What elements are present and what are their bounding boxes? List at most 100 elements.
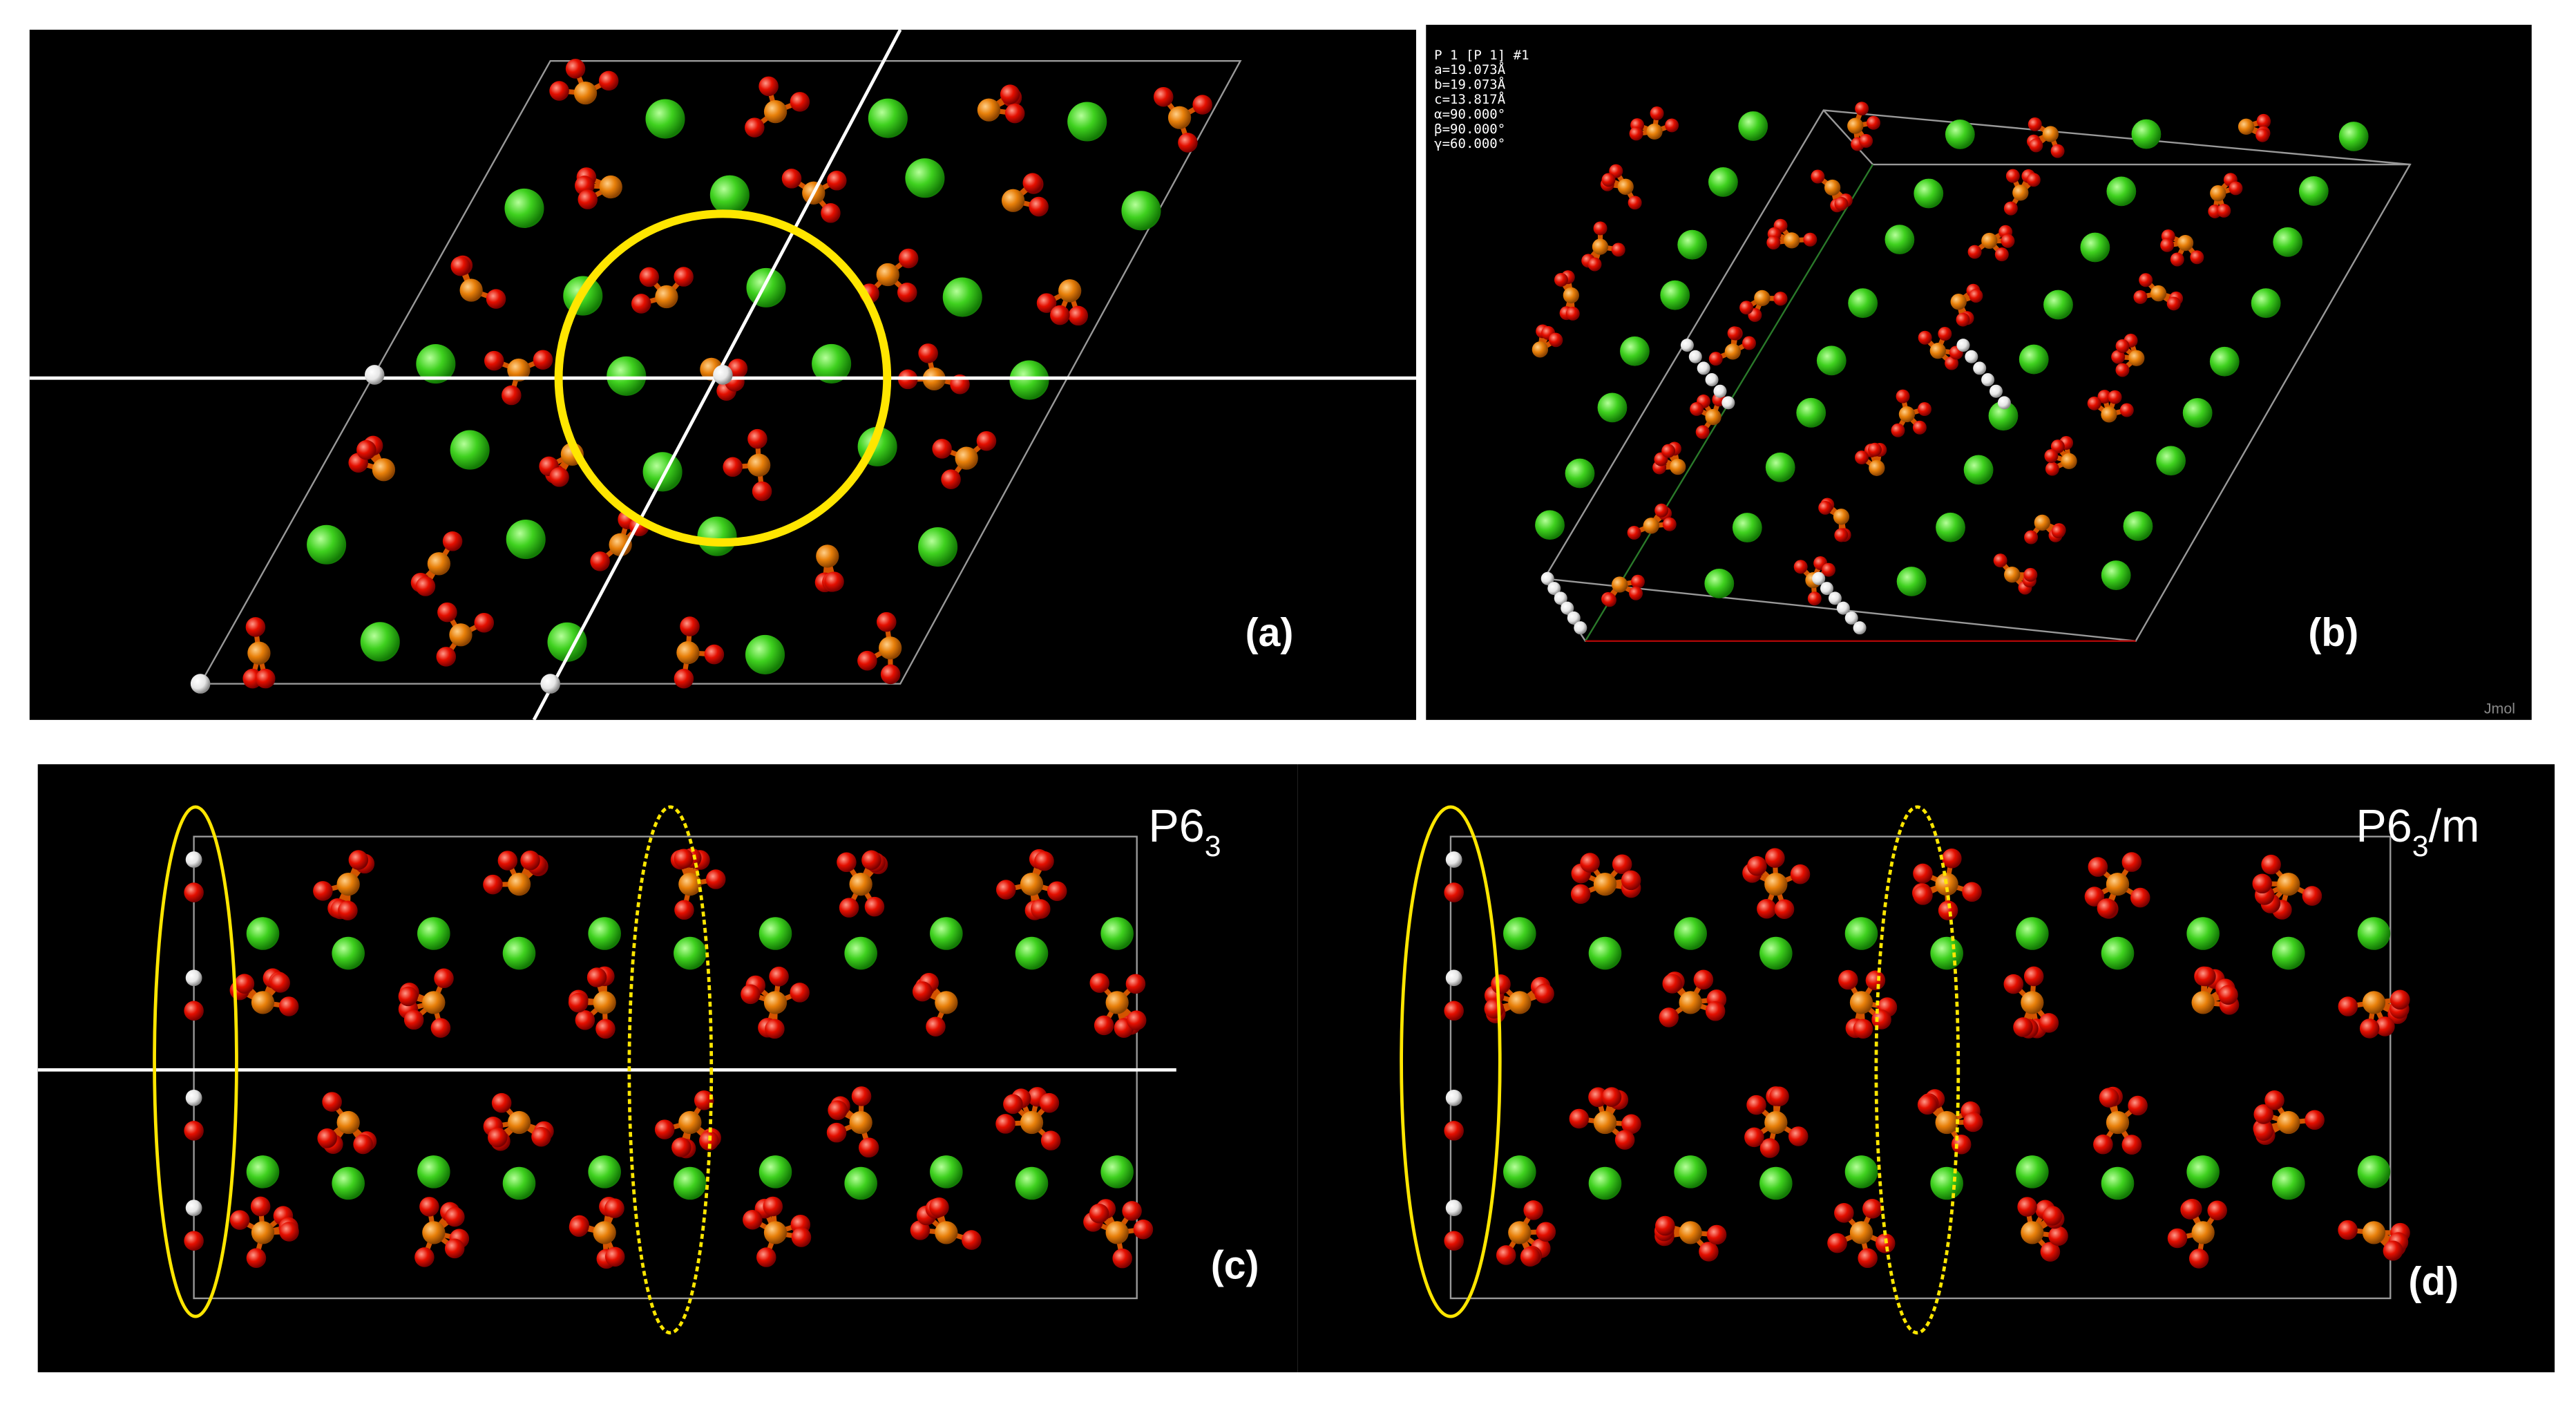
- atom: [1744, 1127, 1764, 1148]
- atom: [1918, 330, 1932, 345]
- atom: [184, 882, 204, 902]
- atom: [2005, 169, 2020, 183]
- atom: [1699, 1242, 1719, 1262]
- atom: [604, 1247, 625, 1267]
- atom: [876, 612, 897, 632]
- atom: [1029, 196, 1049, 217]
- atom: [507, 1110, 531, 1135]
- atom: [313, 881, 333, 901]
- atom: [1153, 86, 1174, 107]
- atom: [1496, 1245, 1516, 1265]
- atom: [1754, 290, 1771, 307]
- atom: [680, 616, 700, 636]
- atom: [2101, 1166, 2135, 1200]
- atom: [1444, 1001, 1464, 1021]
- atom: [864, 896, 885, 917]
- atom: [816, 544, 839, 568]
- cell-info-line: β=90.000°: [1434, 122, 1505, 137]
- atom: [1766, 236, 1781, 250]
- atom: [356, 439, 376, 460]
- atom: [2106, 1110, 2130, 1135]
- atom: [2261, 854, 2281, 875]
- atom: [2106, 176, 2137, 207]
- atom: [1650, 106, 1664, 120]
- atom: [996, 880, 1016, 900]
- atom: [697, 516, 737, 556]
- atom: [1015, 1166, 1049, 1200]
- atom: [599, 175, 622, 199]
- atom: [1630, 574, 1645, 589]
- atom: [1100, 917, 1134, 950]
- atom: [1540, 571, 1554, 585]
- atom: [593, 1221, 616, 1244]
- atom: [781, 169, 802, 189]
- atom: [1759, 1166, 1793, 1200]
- atom: [1192, 95, 1212, 115]
- atom: [1871, 1010, 1891, 1030]
- atom: [2383, 1240, 2403, 1261]
- atom: [1523, 1200, 1543, 1220]
- atom: [2042, 1206, 2063, 1226]
- atom: [1793, 560, 1808, 574]
- atom: [1068, 305, 1089, 326]
- atom: [1603, 593, 1616, 607]
- atom: [759, 76, 779, 97]
- atom: [1930, 936, 1963, 970]
- atom: [1617, 178, 1634, 195]
- atom: [995, 1114, 1015, 1134]
- atom: [1133, 1219, 1154, 1240]
- atom: [1536, 1222, 1556, 1242]
- atom: [1929, 343, 1946, 359]
- atom: [1738, 111, 1768, 141]
- atom: [279, 1222, 299, 1242]
- atom: [1844, 917, 1878, 950]
- atom: [185, 969, 202, 987]
- atom: [1621, 1114, 1641, 1135]
- atom: [1121, 191, 1161, 231]
- panel-label: (c): [1211, 1243, 1259, 1287]
- atom: [849, 1110, 872, 1135]
- atom: [2139, 273, 2153, 287]
- atom: [929, 1197, 949, 1218]
- atom: [727, 359, 748, 379]
- atom: [2209, 346, 2240, 377]
- atom: [353, 1134, 373, 1155]
- atom: [502, 936, 536, 970]
- atom: [2087, 396, 2101, 410]
- atom: [270, 973, 290, 993]
- atom: [1942, 849, 1962, 869]
- atom: [705, 869, 726, 889]
- atom: [1963, 1112, 1983, 1133]
- atom: [2338, 996, 2358, 1016]
- atom: [336, 1110, 360, 1135]
- atom: [932, 439, 952, 459]
- atom: [1917, 1095, 1938, 1115]
- atom: [1105, 991, 1129, 1014]
- atom: [2305, 1110, 2325, 1130]
- atom: [741, 984, 761, 1005]
- atom: [578, 189, 598, 209]
- atom: [2229, 181, 2243, 196]
- atom: [2166, 296, 2181, 311]
- atom: [1592, 238, 1609, 255]
- atom: [2028, 117, 2042, 131]
- cell-info-line: a=19.073Å: [1434, 61, 1506, 77]
- atom: [905, 158, 945, 198]
- atom: [322, 1092, 342, 1112]
- atom: [307, 524, 347, 565]
- atom: [2196, 966, 2216, 987]
- atom: [2177, 234, 2194, 252]
- atom: [332, 936, 365, 970]
- atom: [723, 457, 743, 477]
- atom: [487, 1127, 508, 1148]
- atom: [765, 1019, 785, 1039]
- atom: [1654, 503, 1669, 518]
- atom: [763, 1221, 788, 1244]
- atom: [2375, 1016, 2395, 1036]
- atom: [2128, 350, 2145, 366]
- atom: [828, 1100, 848, 1120]
- atom: [645, 99, 685, 139]
- space-group-name: P6: [1148, 801, 1204, 852]
- atom: [2040, 1242, 2061, 1262]
- atom: [1646, 123, 1663, 140]
